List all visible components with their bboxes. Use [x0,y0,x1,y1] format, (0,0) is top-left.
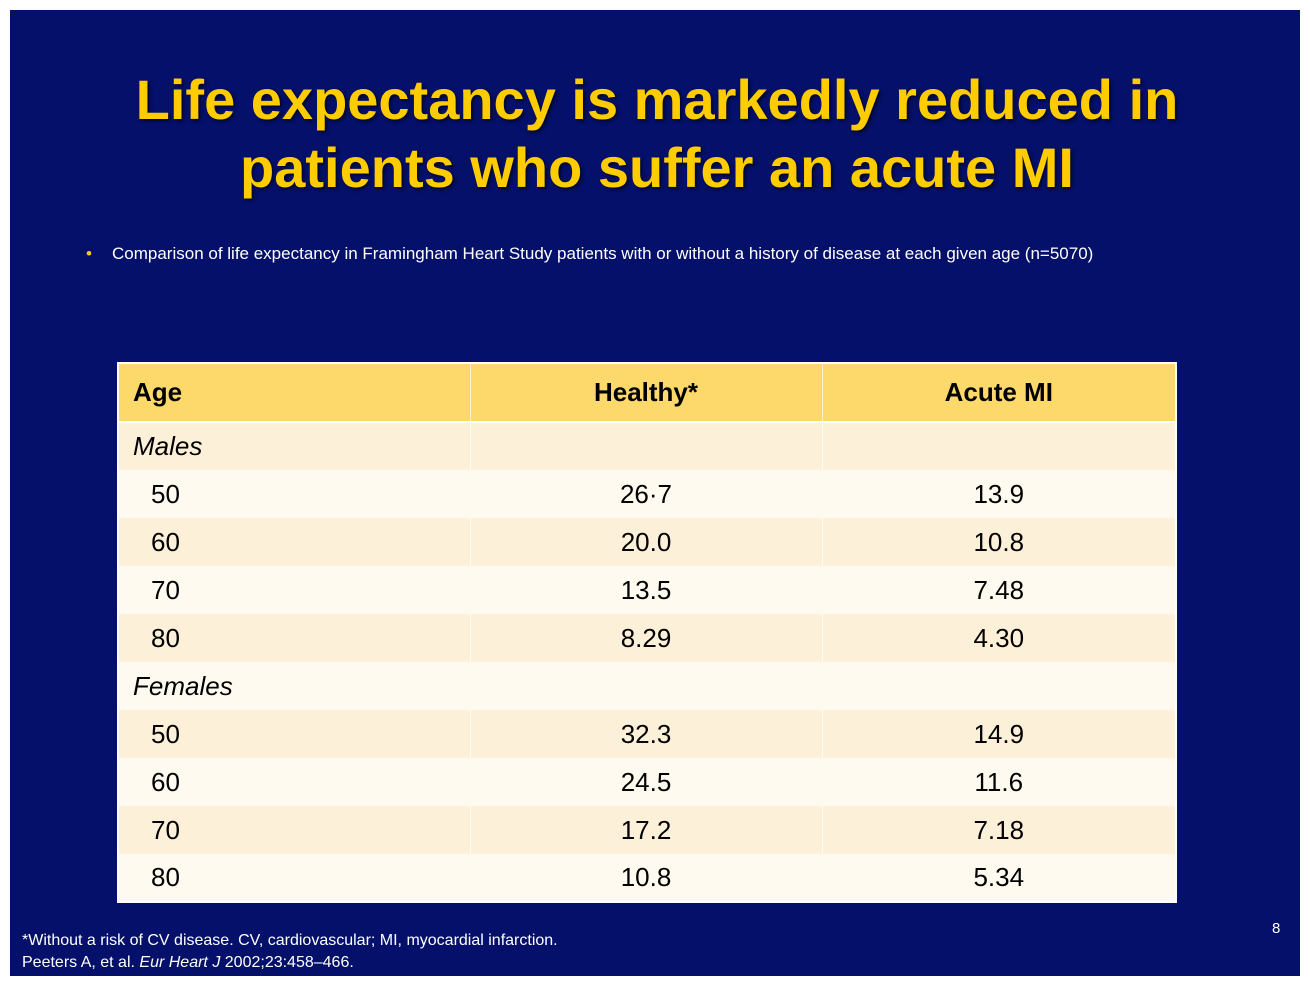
age-cell: 60 [118,518,471,566]
acute-mi-cell: 11.6 [822,758,1176,806]
header-acute-mi: Acute MI [822,363,1176,423]
table-row: 60 24.5 11.6 [118,758,1176,806]
table-row: 60 20.0 10.8 [118,518,1176,566]
table-row: 80 8.29 4.30 [118,614,1176,662]
table-row: 70 13.5 7.48 [118,566,1176,614]
header-healthy: Healthy* [470,363,823,423]
table-row: 50 32.3 14.9 [118,710,1176,758]
acute-mi-cell: 7.18 [822,806,1176,854]
slide-title: Life expectancy is markedly reduced in p… [0,66,1310,202]
footnote-reference: Peeters A, et al. Eur Heart J 2002;23:45… [22,952,558,974]
group-row-males: Males [118,422,1176,470]
bullet-text: Comparison of life expectancy in Framing… [112,244,1094,263]
bullet-marker: • [86,244,92,263]
healthy-cell: 13.5 [470,566,823,614]
title-line-2: patients who suffer an acute MI [240,136,1074,199]
reference-journal: Eur Heart J [139,954,221,971]
age-cell: 70 [118,806,471,854]
reference-authors: Peeters A, et al. [22,954,140,971]
healthy-cell: 10.8 [470,854,823,902]
age-cell: 80 [118,614,471,662]
group-label: Females [118,662,471,710]
acute-mi-cell: 14.9 [822,710,1176,758]
age-cell: 50 [118,710,471,758]
acute-mi-cell: 13.9 [822,470,1176,518]
healthy-cell: 17.2 [470,806,823,854]
table-header-row: Age Healthy* Acute MI [118,363,1176,423]
table-row: 80 10.8 5.34 [118,854,1176,902]
age-cell: 50 [118,470,471,518]
footnote-definitions: *Without a risk of CV disease. CV, cardi… [22,932,558,949]
title-line-1: Life expectancy is markedly reduced in [135,68,1179,131]
footnote: *Without a risk of CV disease. CV, cardi… [22,930,558,974]
table-row: 70 17.2 7.18 [118,806,1176,854]
healthy-cell: 32.3 [470,710,823,758]
table-row: 50 26·7 13.9 [118,470,1176,518]
acute-mi-cell: 10.8 [822,518,1176,566]
age-cell: 80 [118,854,471,902]
healthy-cell: 26·7 [470,470,823,518]
age-cell: 70 [118,566,471,614]
life-expectancy-table: Age Healthy* Acute MI Males 50 26·7 13.9… [117,362,1177,903]
group-row-females: Females [118,662,1176,710]
reference-details: 2002;23:458–466. [220,954,354,971]
age-cell: 60 [118,758,471,806]
healthy-cell: 8.29 [470,614,823,662]
bullet-point: • Comparison of life expectancy in Framin… [86,243,1093,265]
header-age: Age [118,363,471,423]
page-number: 8 [1272,920,1281,937]
healthy-cell: 24.5 [470,758,823,806]
group-label: Males [118,422,471,470]
healthy-cell: 20.0 [470,518,823,566]
acute-mi-cell: 7.48 [822,566,1176,614]
acute-mi-cell: 5.34 [822,854,1176,902]
acute-mi-cell: 4.30 [822,614,1176,662]
